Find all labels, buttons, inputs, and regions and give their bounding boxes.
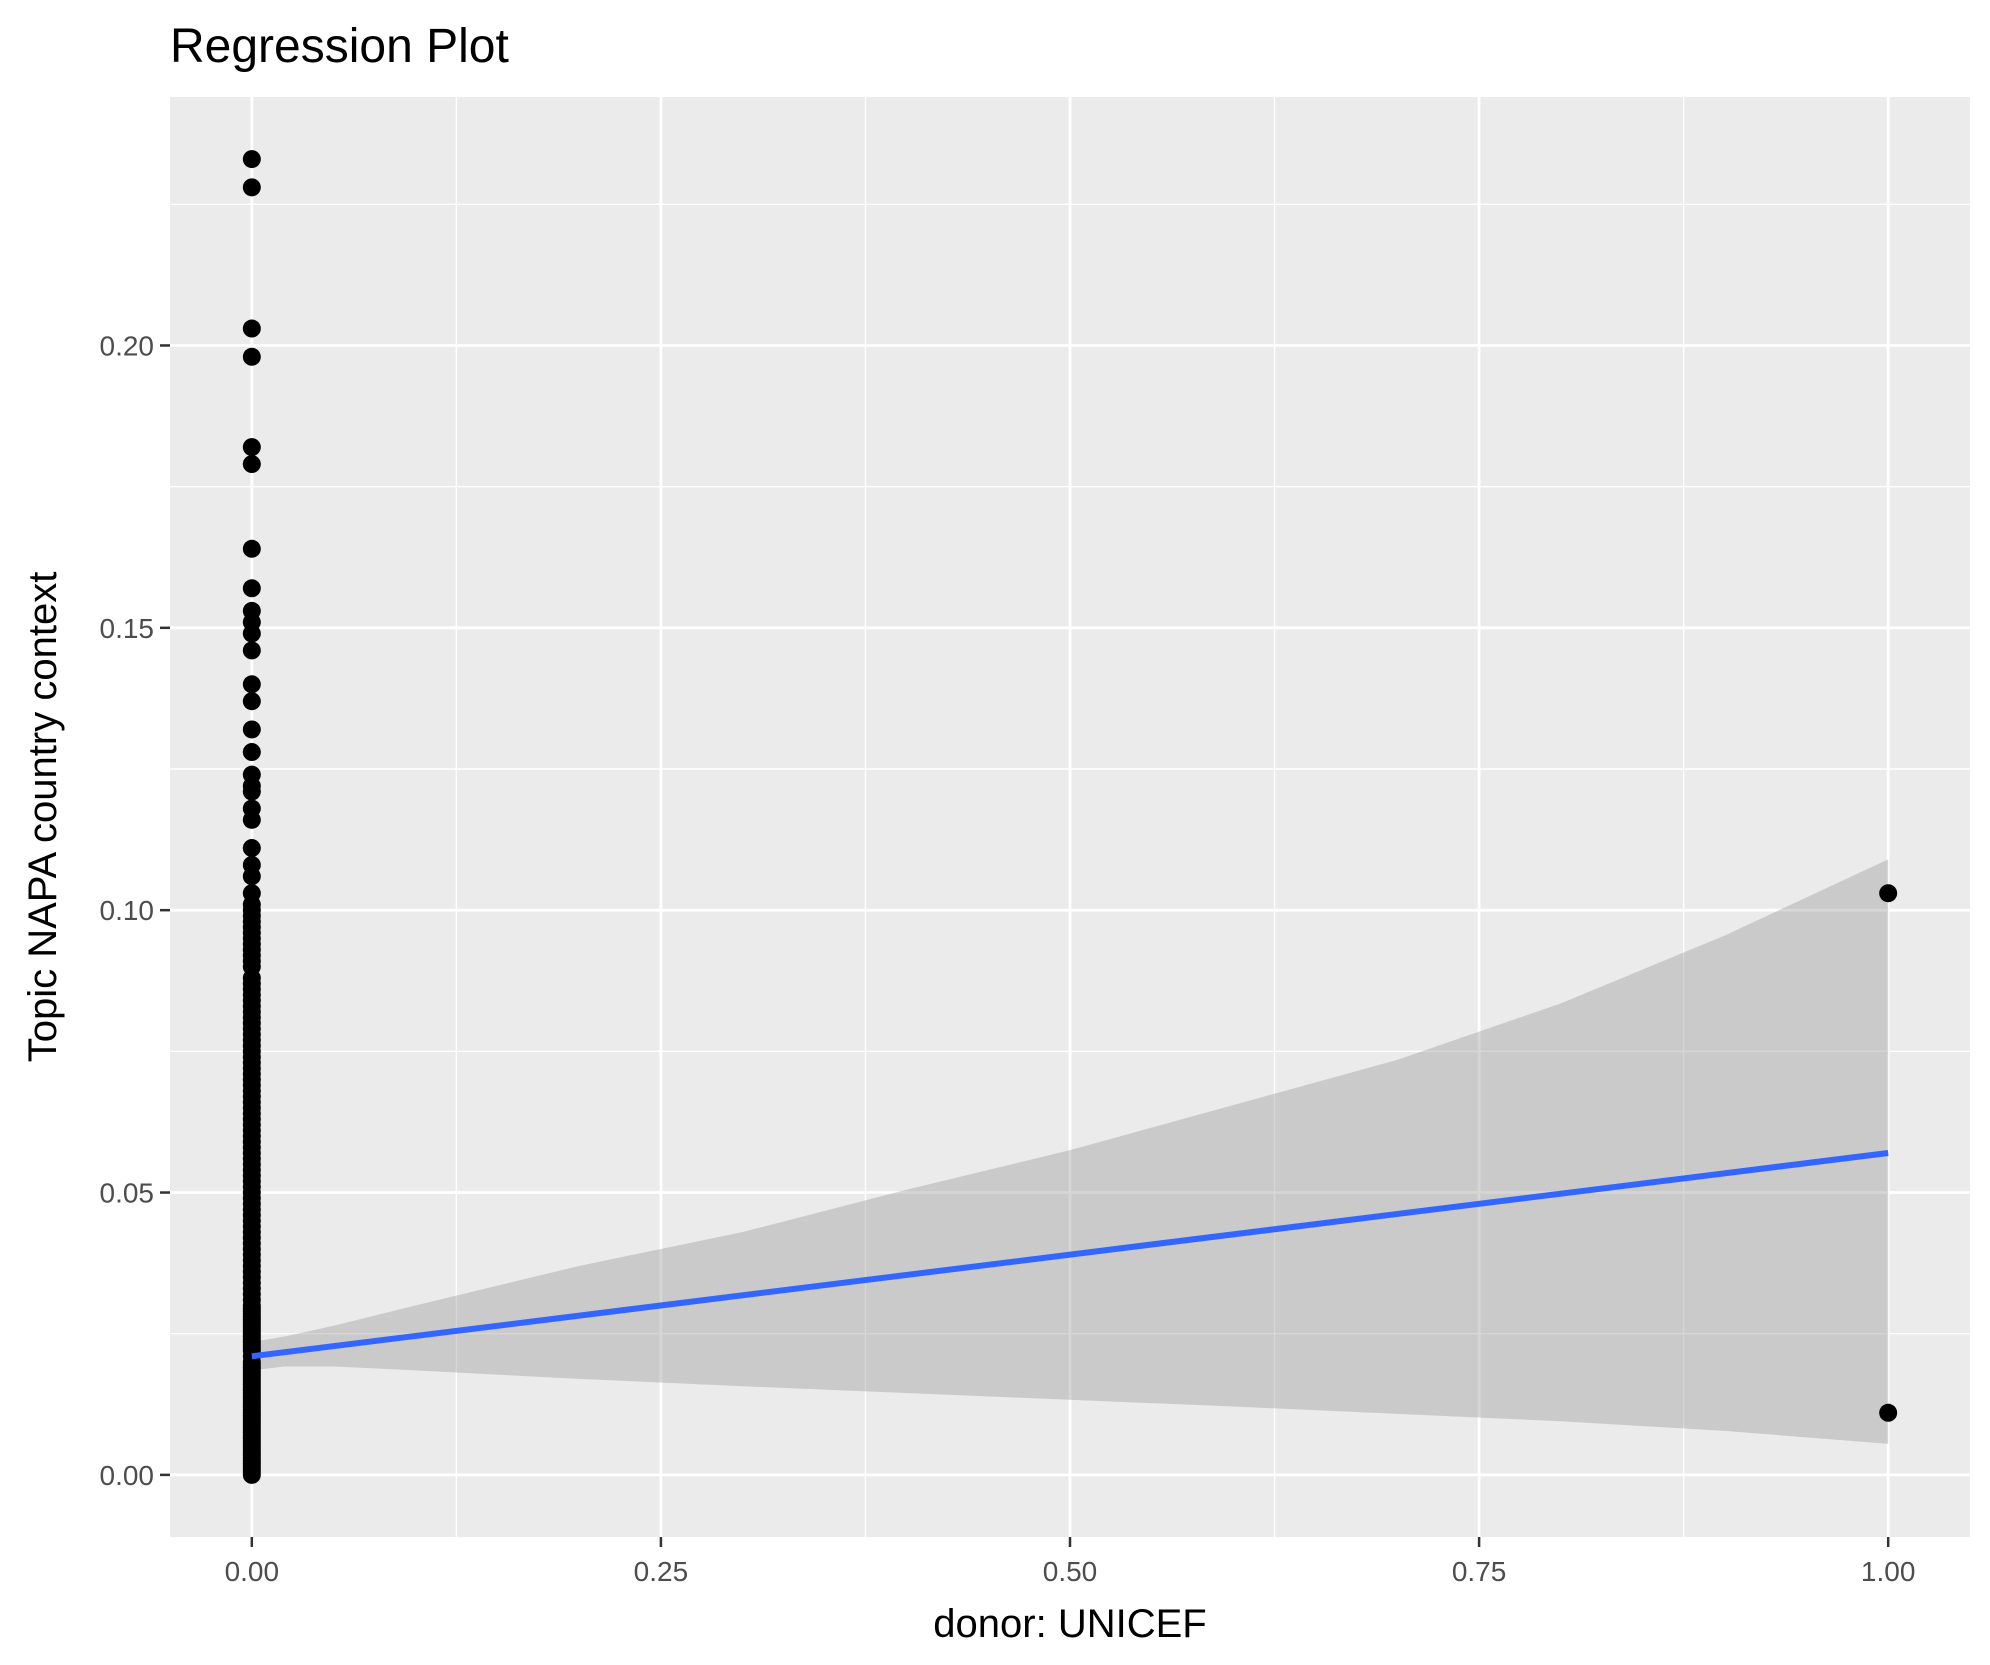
data-point xyxy=(242,692,261,711)
y-tick-label: 0.20 xyxy=(100,330,155,361)
chart-title: Regression Plot xyxy=(170,20,509,73)
data-point xyxy=(242,438,261,457)
data-point xyxy=(242,782,261,801)
data-point xyxy=(1879,884,1898,903)
y-tick-label: 0.15 xyxy=(100,613,155,644)
data-point xyxy=(242,675,261,694)
data-point xyxy=(242,178,261,197)
data-point xyxy=(242,455,261,474)
data-point xyxy=(242,150,261,169)
x-tick-label: 0.00 xyxy=(225,1556,280,1587)
data-point xyxy=(242,839,261,858)
x-tick-label: 0.50 xyxy=(1043,1556,1098,1587)
x-tick-label: 0.25 xyxy=(634,1556,689,1587)
y-tick-label: 0.05 xyxy=(100,1178,155,1209)
data-point xyxy=(242,624,261,643)
regression-line xyxy=(251,1150,1889,1360)
data-point xyxy=(242,347,261,366)
data-point xyxy=(242,641,261,660)
data-point xyxy=(242,867,261,886)
data-point xyxy=(242,1463,261,1482)
data-point xyxy=(242,579,261,598)
data-point xyxy=(1879,1403,1898,1422)
data-points-layer xyxy=(242,150,1898,1484)
data-point xyxy=(242,539,261,558)
y-tick-label: 0.00 xyxy=(100,1460,155,1491)
x-tick-label: 0.75 xyxy=(1452,1556,1507,1587)
data-point xyxy=(242,1338,261,1357)
data-point xyxy=(242,810,261,829)
confidence-band xyxy=(251,859,1889,1444)
y-tick-label: 0.10 xyxy=(100,895,155,926)
x-axis-title: donor: UNICEF xyxy=(933,1602,1206,1646)
data-point xyxy=(242,720,261,739)
data-point xyxy=(242,1406,261,1425)
x-tick-label: 1.00 xyxy=(1861,1556,1916,1587)
y-axis-title: Topic NAPA country context xyxy=(21,572,65,1063)
data-point xyxy=(242,319,261,338)
confidence-band-layer xyxy=(251,859,1889,1444)
x-axis: 0.00 0.25 0.50 0.75 1.00 xyxy=(225,1537,1916,1587)
y-axis: 0.00 0.05 0.10 0.15 0.20 xyxy=(100,330,170,1491)
data-point xyxy=(242,743,261,762)
regression-line-layer xyxy=(251,1150,1889,1360)
